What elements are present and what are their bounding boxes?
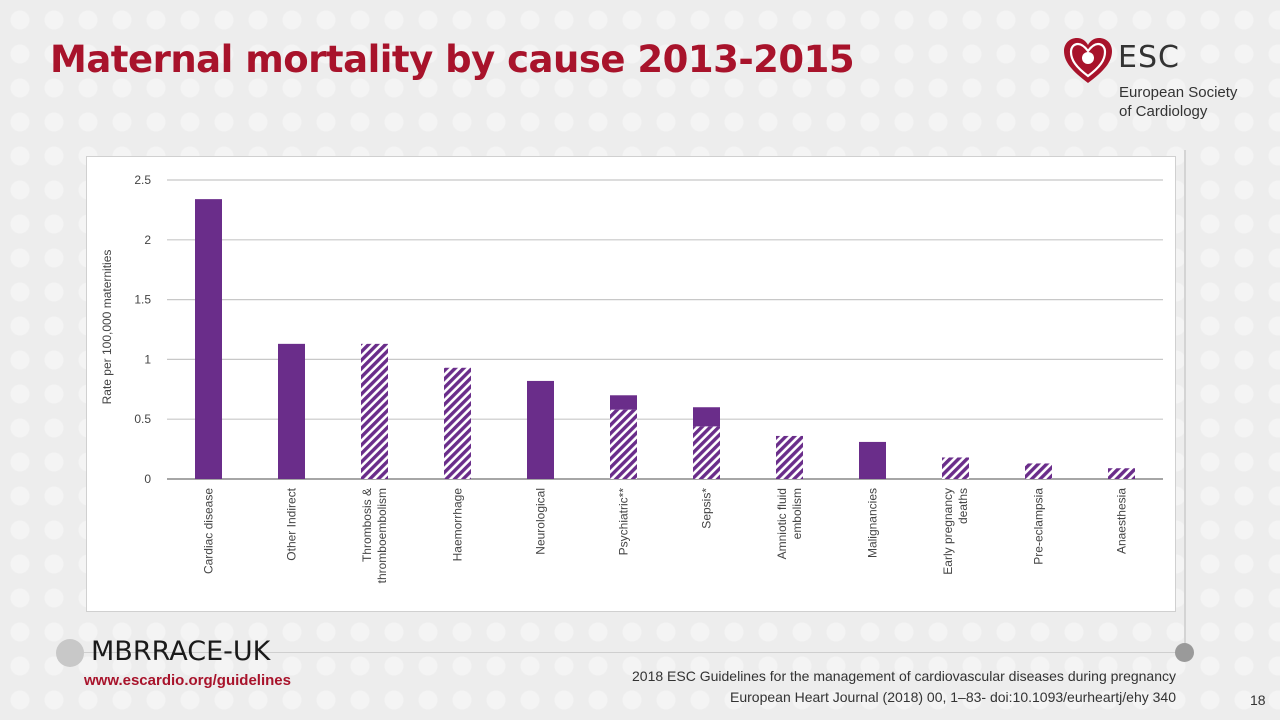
x-tick-label-line: Sepsis* (700, 488, 714, 529)
y-axis-label: Rate per 100,000 maternities (100, 250, 114, 405)
x-tick-label-line: Pre-eclampsia (1032, 488, 1046, 565)
bar-hatched (361, 343, 388, 479)
bar-hatched (444, 367, 471, 479)
bar-hatched (1025, 463, 1052, 479)
decorative-dot (56, 639, 84, 667)
y-tick-label: 2 (144, 233, 151, 247)
heart-logo-icon (1064, 38, 1112, 83)
bar-solid (693, 407, 720, 427)
logo-subtitle-line1: European Society (1119, 84, 1238, 101)
x-tick-label-line: Anaesthesia (1115, 488, 1129, 554)
x-tick-label-line: Amniotic fluid (775, 488, 789, 559)
bar-solid (278, 343, 305, 479)
citation-line2: European Heart Journal (2018) 00, 1–83- … (730, 689, 1176, 705)
website-link[interactable]: www.escardio.org/guidelines (84, 672, 291, 689)
x-tick-label-line: Thrombosis & (360, 488, 374, 562)
bar-hatched (610, 409, 637, 479)
x-tick-label-line: Cardiac disease (202, 488, 216, 574)
source-name: MBRRACE-UK (91, 636, 271, 667)
bar-solid (195, 199, 222, 480)
bar-solid (610, 395, 637, 410)
chart-panel: 0 0.5 1 1.5 2 2.5 Cardiac disease Other Indire… (86, 156, 1176, 612)
x-tick-label: Other Indirect (285, 487, 299, 560)
x-tick-label-line: embolism (790, 488, 804, 539)
x-tick-label-line: thromboembolism (375, 488, 389, 583)
esc-logo: ESC European Society of Cardiology (1060, 34, 1270, 124)
citation: 2018 ESC Guidelines for the management o… (632, 666, 1176, 708)
bar-hatched (942, 457, 969, 479)
x-tick-label: Pre-eclampsia (1032, 488, 1046, 565)
decorative-line-vertical (1184, 150, 1186, 650)
x-tick-label: Amniotic fluid embolism (775, 488, 804, 559)
decorative-dot (1175, 643, 1194, 662)
x-tick-label: Haemorrhage (451, 488, 465, 562)
x-tick-label: Early pregnancy deaths (941, 488, 970, 575)
y-tick-label: 2.5 (134, 173, 151, 187)
x-tick-label-line: Early pregnancy (941, 488, 955, 575)
x-tick-label-line: Psychiatric** (617, 488, 631, 556)
bar-chart: 0 0.5 1 1.5 2 2.5 Cardiac disease Other Indire… (100, 173, 1163, 583)
x-tick-label-line: Other Indirect (285, 487, 299, 560)
citation-line1: 2018 ESC Guidelines for the management o… (632, 668, 1176, 684)
y-tick-label: 1.5 (134, 293, 151, 307)
y-tick-label: 0 (144, 472, 151, 486)
x-tick-label-line: deaths (956, 488, 970, 524)
x-tick-label-line: Neurological (534, 488, 548, 555)
x-tick-label-line: Malignancies (866, 488, 880, 558)
slide-title: Maternal mortality by cause 2013-2015 (50, 38, 855, 81)
y-tick-label: 0.5 (134, 412, 151, 426)
x-tick-label: Sepsis* (700, 488, 714, 529)
logo-name: ESC (1118, 40, 1180, 75)
bar-solid (859, 441, 886, 479)
y-tick-label: 1 (144, 352, 151, 366)
x-tick-label-line: Haemorrhage (451, 488, 465, 562)
logo-subtitle-line2: of Cardiology (1119, 103, 1208, 120)
page-number: 18 (1250, 692, 1266, 708)
bar-solid (527, 380, 554, 479)
x-tick-label: Psychiatric** (617, 488, 631, 556)
bar-hatched (693, 426, 720, 479)
x-tick-label: Anaesthesia (1115, 488, 1129, 554)
bar-hatched (1108, 468, 1135, 479)
x-tick-label: Cardiac disease (202, 488, 216, 574)
x-tick-label: Thrombosis & thromboembolism (360, 488, 389, 583)
x-tick-label: Malignancies (866, 488, 880, 558)
decorative-line-horizontal (84, 652, 1176, 653)
bar-hatched (776, 435, 803, 479)
x-tick-label: Neurological (534, 488, 548, 555)
